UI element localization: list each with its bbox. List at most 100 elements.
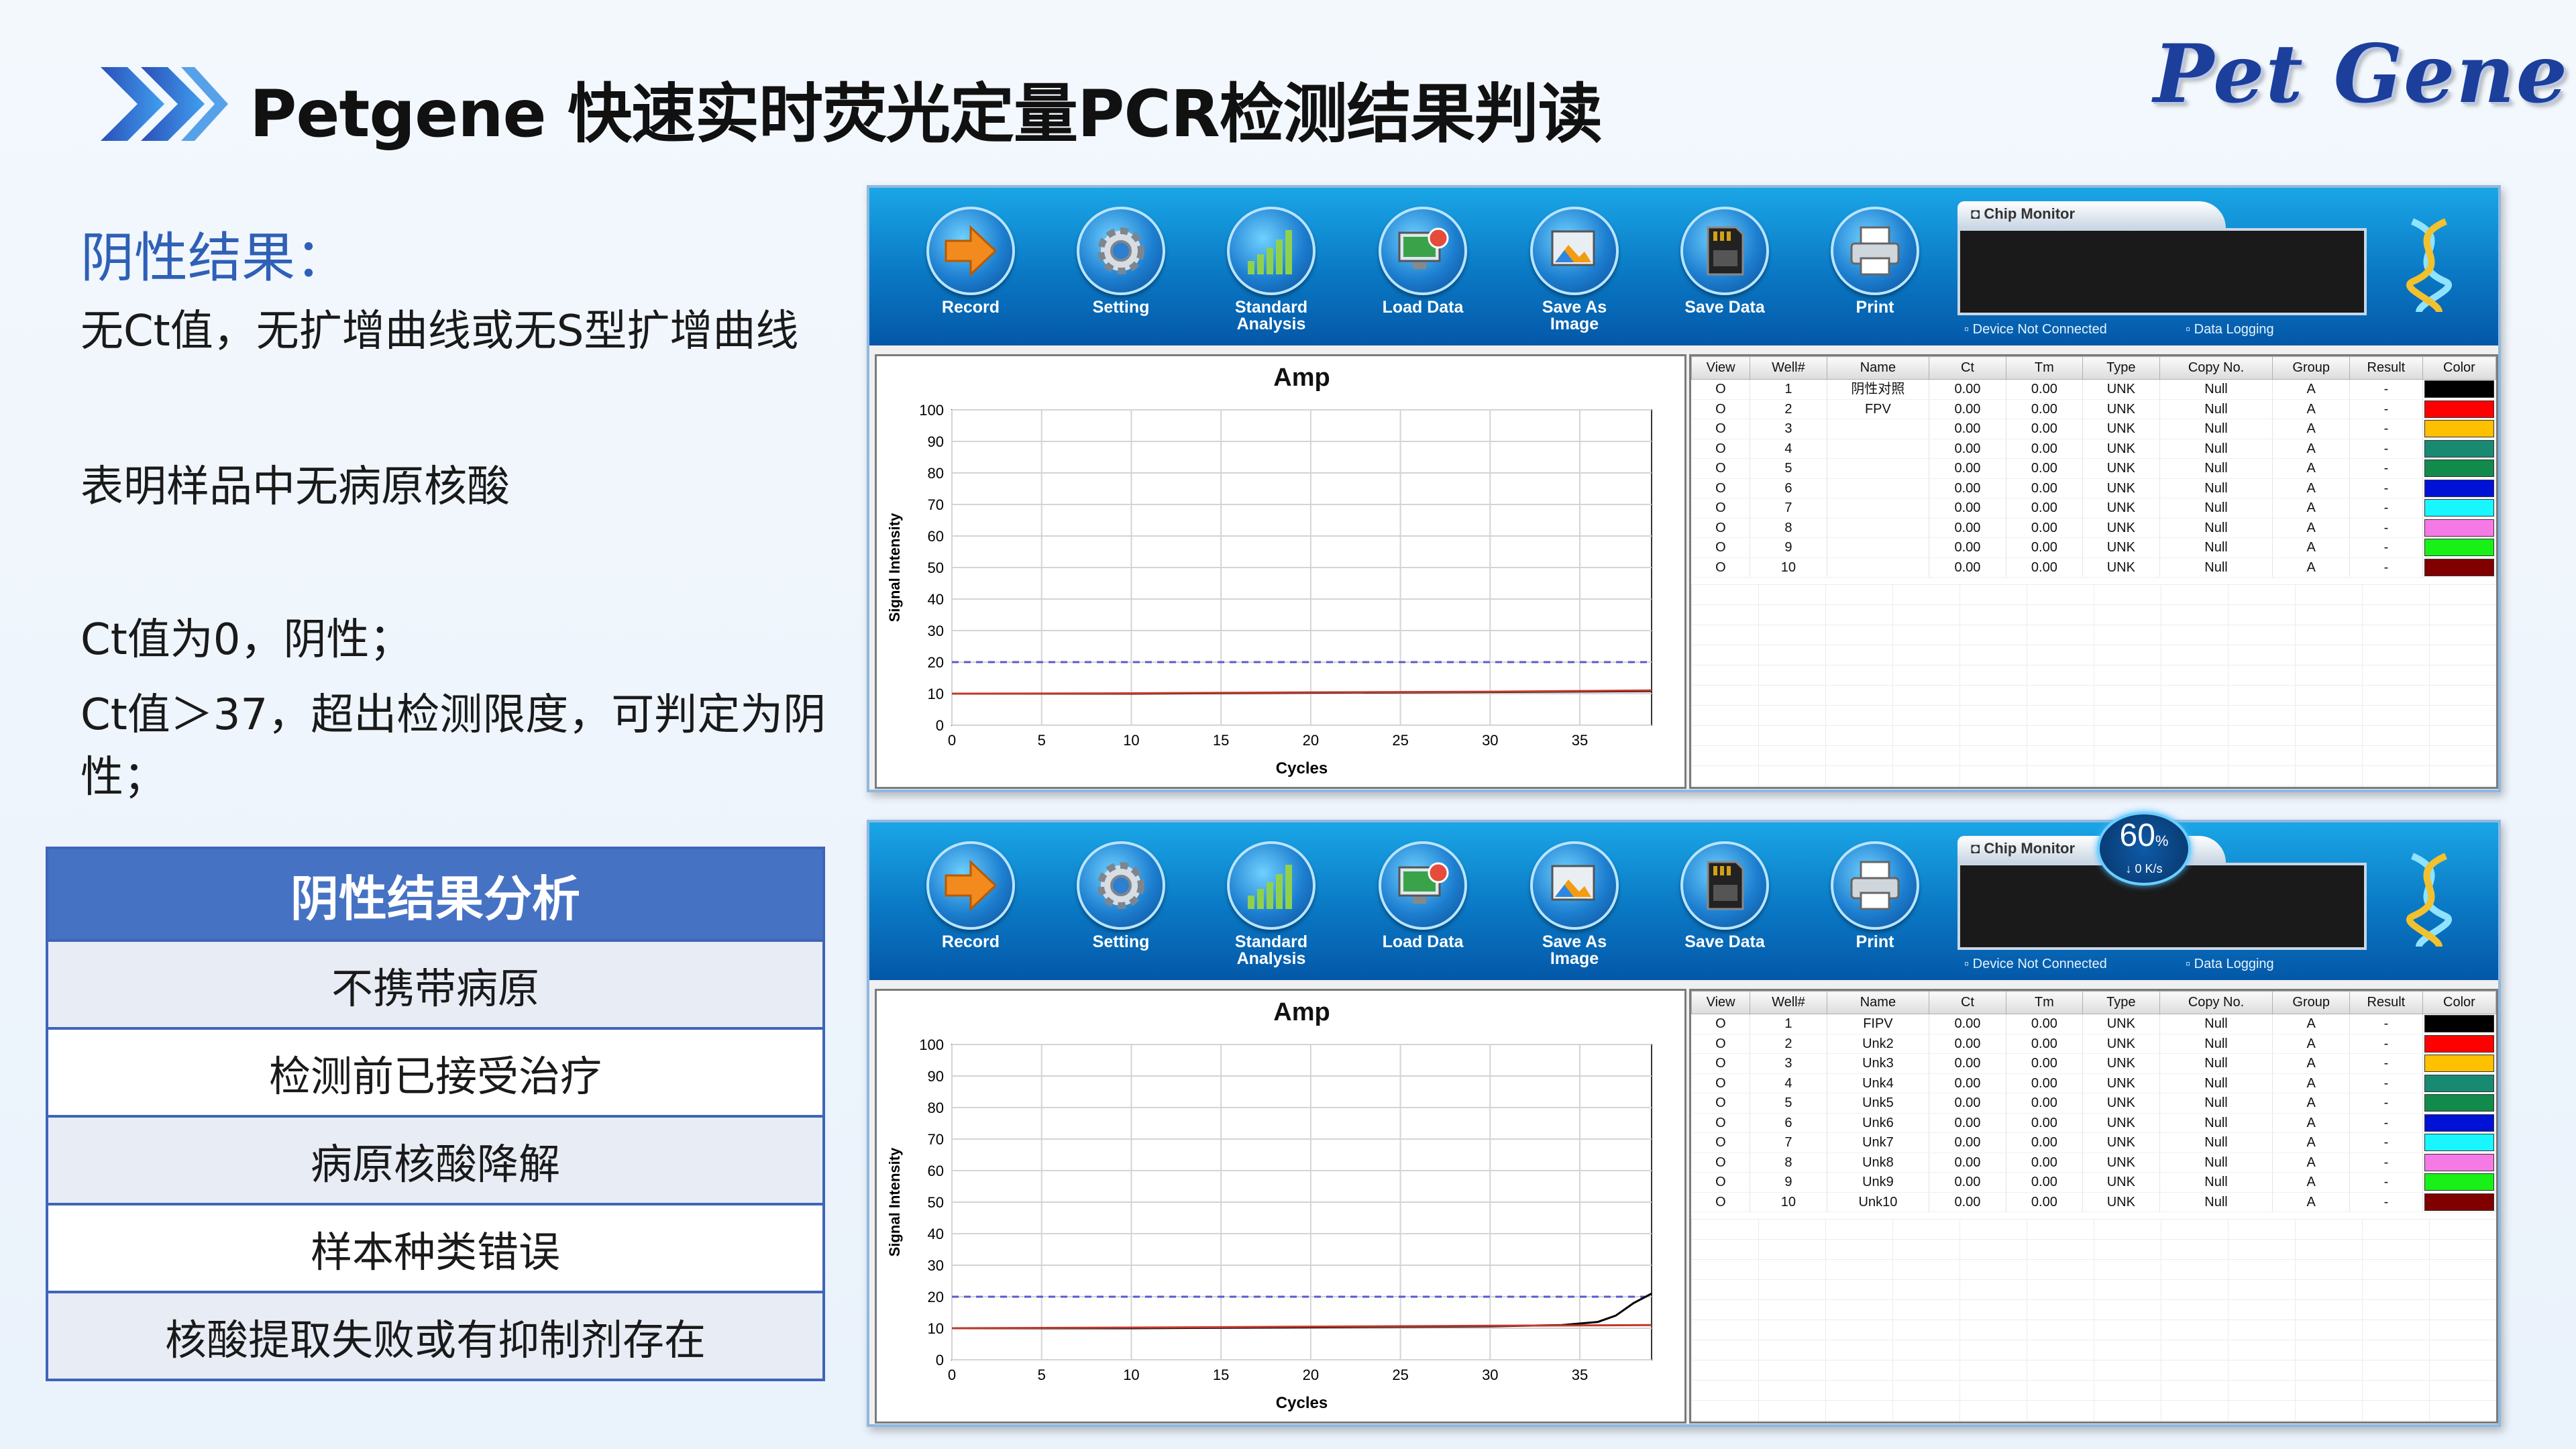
table-row[interactable]: O 9 Unk9 0.00 0.00 UNK Null A - bbox=[1691, 1172, 2496, 1193]
cell-view[interactable]: O bbox=[1691, 1053, 1751, 1074]
load-data-button[interactable]: Load Data bbox=[1373, 207, 1473, 316]
chip-monitor-tab[interactable]: ◘ Chip Monitor bbox=[1957, 201, 2226, 228]
color-swatch[interactable] bbox=[2424, 1173, 2494, 1191]
cell-view[interactable]: O bbox=[1691, 1093, 1751, 1114]
color-swatch[interactable] bbox=[2424, 1193, 2494, 1211]
color-swatch[interactable] bbox=[2424, 1114, 2494, 1132]
column-header[interactable]: Copy No. bbox=[2159, 356, 2273, 380]
cell-well: 6 bbox=[1750, 1113, 1827, 1133]
color-swatch[interactable] bbox=[2424, 1074, 2494, 1092]
cell-view[interactable]: O bbox=[1691, 1152, 1751, 1173]
column-header[interactable]: Name bbox=[1826, 356, 1930, 380]
cell-result: - bbox=[2349, 379, 2423, 400]
table-row[interactable]: O 3 0.00 0.00 UNK Null A - bbox=[1691, 419, 2496, 439]
toolbar: Record Setting Standard Analysis Load Data S… bbox=[869, 188, 2498, 345]
cell-view[interactable]: O bbox=[1691, 1073, 1751, 1093]
table-row[interactable]: O 2 FPV 0.00 0.00 UNK Null A - bbox=[1691, 399, 2496, 419]
table-row[interactable]: O 8 0.00 0.00 UNK Null A - bbox=[1691, 518, 2496, 538]
standard-analysis-button[interactable]: Standard Analysis bbox=[1221, 841, 1322, 967]
load-data-button[interactable]: Load Data bbox=[1373, 841, 1473, 951]
cell-view[interactable]: O bbox=[1691, 557, 1751, 578]
color-swatch[interactable] bbox=[2424, 439, 2494, 458]
column-header[interactable]: Type bbox=[2082, 991, 2160, 1014]
column-header[interactable]: Color bbox=[2422, 356, 2496, 380]
column-header[interactable]: Tm bbox=[2005, 991, 2084, 1014]
standard-analysis-button[interactable]: Standard Analysis bbox=[1221, 207, 1322, 333]
setting-button[interactable]: Setting bbox=[1071, 841, 1171, 951]
column-header[interactable]: Copy No. bbox=[2159, 991, 2273, 1014]
setting-button[interactable]: Setting bbox=[1071, 207, 1171, 316]
color-swatch[interactable] bbox=[2424, 1134, 2494, 1152]
cell-view[interactable]: O bbox=[1691, 1172, 1751, 1193]
color-swatch[interactable] bbox=[2424, 400, 2494, 418]
table-row[interactable]: O 1 阴性对照 0.00 0.00 UNK Null A - bbox=[1691, 379, 2496, 400]
table-row[interactable]: O 6 0.00 0.00 UNK Null A - bbox=[1691, 478, 2496, 498]
column-header[interactable]: Result bbox=[2349, 991, 2423, 1014]
color-swatch[interactable] bbox=[2424, 479, 2494, 497]
color-swatch[interactable] bbox=[2424, 499, 2494, 517]
save-as-image-button[interactable]: Save As Image bbox=[1524, 841, 1625, 967]
table-row[interactable]: O 3 Unk3 0.00 0.00 UNK Null A - bbox=[1691, 1053, 2496, 1074]
save-data-button[interactable]: Save Data bbox=[1674, 841, 1775, 951]
table-row[interactable]: O 6 Unk6 0.00 0.00 UNK Null A - bbox=[1691, 1113, 2496, 1133]
color-swatch[interactable] bbox=[2424, 1034, 2494, 1053]
print-button[interactable]: Print bbox=[1825, 207, 1925, 316]
column-header[interactable]: View bbox=[1691, 356, 1751, 380]
column-header[interactable]: Name bbox=[1826, 991, 1930, 1014]
color-swatch[interactable] bbox=[2424, 1015, 2494, 1033]
table-row[interactable]: O 5 0.00 0.00 UNK Null A - bbox=[1691, 458, 2496, 479]
record-button[interactable]: Record bbox=[920, 841, 1021, 951]
table-row[interactable]: O 7 0.00 0.00 UNK Null A - bbox=[1691, 498, 2496, 519]
cell-view[interactable]: O bbox=[1691, 537, 1751, 558]
cell-view[interactable]: O bbox=[1691, 439, 1751, 459]
color-swatch[interactable] bbox=[2424, 519, 2494, 537]
column-header[interactable]: Well# bbox=[1750, 991, 1827, 1014]
save-as-image-button[interactable]: Save As Image bbox=[1524, 207, 1625, 333]
color-swatch[interactable] bbox=[2424, 539, 2494, 557]
color-swatch[interactable] bbox=[2424, 380, 2494, 398]
cell-view[interactable]: O bbox=[1691, 518, 1751, 538]
table-row[interactable]: O 4 Unk4 0.00 0.00 UNK Null A - bbox=[1691, 1073, 2496, 1093]
cell-view[interactable]: O bbox=[1691, 1192, 1751, 1212]
cell-view[interactable]: O bbox=[1691, 399, 1751, 419]
color-swatch[interactable] bbox=[2424, 1055, 2494, 1073]
color-swatch[interactable] bbox=[2424, 420, 2494, 438]
column-header[interactable]: Well# bbox=[1750, 356, 1827, 380]
column-header[interactable]: View bbox=[1691, 991, 1751, 1014]
cell-view[interactable]: O bbox=[1691, 379, 1751, 400]
cell-view[interactable]: O bbox=[1691, 1014, 1751, 1034]
column-header[interactable]: Type bbox=[2082, 356, 2160, 380]
table-row[interactable]: O 1 FIPV 0.00 0.00 UNK Null A - bbox=[1691, 1014, 2496, 1034]
print-button[interactable]: Print bbox=[1825, 841, 1925, 951]
cell-tm: 0.00 bbox=[2006, 1152, 2084, 1173]
column-header[interactable]: Group bbox=[2272, 991, 2350, 1014]
column-header[interactable]: Ct bbox=[1929, 356, 2006, 380]
column-header[interactable]: Color bbox=[2422, 991, 2496, 1014]
color-swatch[interactable] bbox=[2424, 1153, 2494, 1171]
cell-view[interactable]: O bbox=[1691, 1034, 1751, 1054]
table-row[interactable]: O 5 Unk5 0.00 0.00 UNK Null A - bbox=[1691, 1093, 2496, 1114]
table-row[interactable]: O 10 Unk10 0.00 0.00 UNK Null A - bbox=[1691, 1192, 2496, 1212]
table-row[interactable]: O 10 0.00 0.00 UNK Null A - bbox=[1691, 557, 2496, 578]
table-row[interactable]: O 8 Unk8 0.00 0.00 UNK Null A - bbox=[1691, 1152, 2496, 1173]
table-row[interactable]: O 9 0.00 0.00 UNK Null A - bbox=[1691, 537, 2496, 558]
cell-view[interactable]: O bbox=[1691, 419, 1751, 439]
cell-view[interactable]: O bbox=[1691, 458, 1751, 479]
table-row[interactable]: O 7 Unk7 0.00 0.00 UNK Null A - bbox=[1691, 1132, 2496, 1153]
toolbar-button-label: Setting bbox=[1092, 932, 1150, 951]
column-header[interactable]: Result bbox=[2349, 356, 2423, 380]
cell-view[interactable]: O bbox=[1691, 1113, 1751, 1133]
record-button[interactable]: Record bbox=[920, 207, 1021, 316]
color-swatch[interactable] bbox=[2424, 1094, 2494, 1112]
column-header[interactable]: Ct bbox=[1929, 991, 2006, 1014]
cell-view[interactable]: O bbox=[1691, 498, 1751, 519]
color-swatch[interactable] bbox=[2424, 558, 2494, 576]
cell-view[interactable]: O bbox=[1691, 1132, 1751, 1153]
save-data-button[interactable]: Save Data bbox=[1674, 207, 1775, 316]
table-row[interactable]: O 4 0.00 0.00 UNK Null A - bbox=[1691, 439, 2496, 459]
cell-view[interactable]: O bbox=[1691, 478, 1751, 498]
table-row[interactable]: O 2 Unk2 0.00 0.00 UNK Null A - bbox=[1691, 1034, 2496, 1054]
color-swatch[interactable] bbox=[2424, 460, 2494, 478]
column-header[interactable]: Group bbox=[2272, 356, 2350, 380]
column-header[interactable]: Tm bbox=[2005, 356, 2084, 380]
